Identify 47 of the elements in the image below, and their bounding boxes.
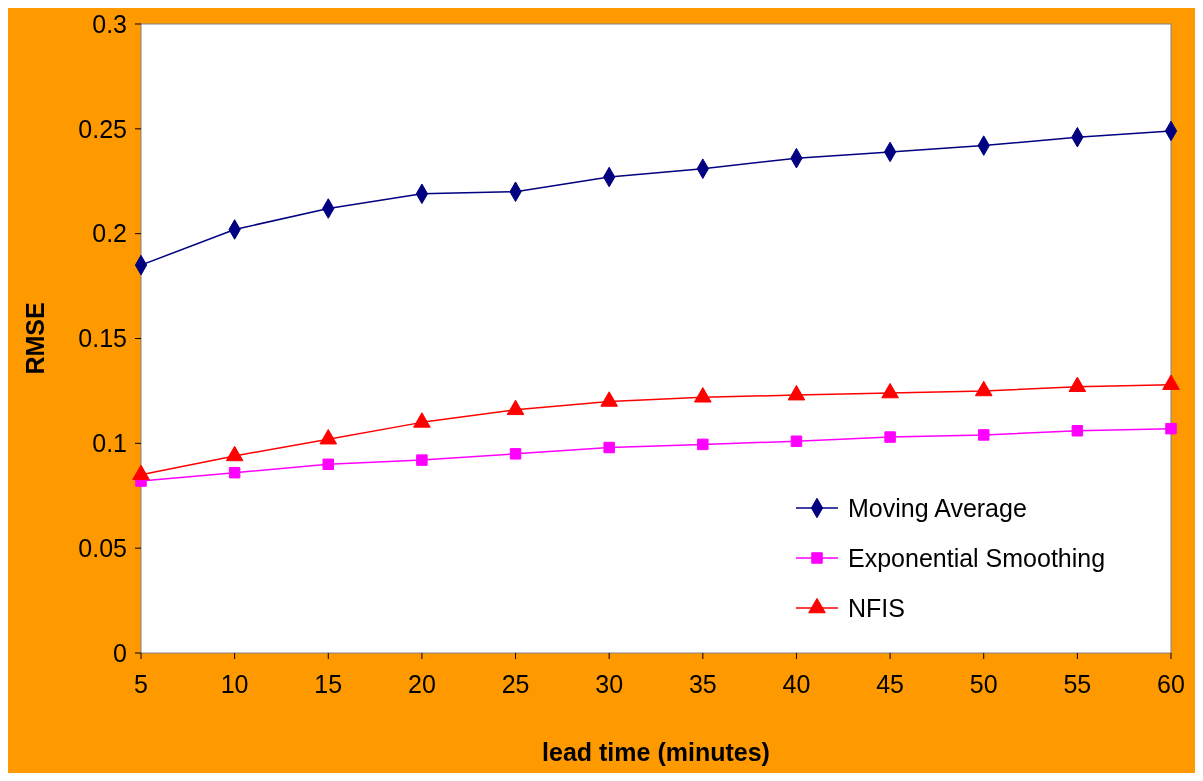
x-tick-label: 60 (1157, 670, 1185, 698)
point (509, 448, 522, 460)
point (977, 429, 990, 441)
point (790, 435, 803, 447)
point (603, 441, 615, 454)
x-tick-label: 30 (595, 670, 624, 698)
point (697, 438, 709, 451)
point (1068, 376, 1087, 393)
point (319, 429, 338, 445)
y-tick-label: 0.2 (92, 219, 127, 248)
y-axis-title: RMSE (21, 302, 49, 375)
point (787, 385, 806, 401)
point (1165, 422, 1177, 435)
point (600, 391, 619, 407)
x-tick-label: 40 (782, 670, 811, 698)
legend-label: Exponential Smoothing (848, 543, 1106, 572)
x-tick-label: 55 (1063, 670, 1092, 698)
x-tick-label: 20 (408, 670, 436, 698)
point (322, 458, 335, 471)
point (881, 382, 899, 399)
point (974, 380, 993, 397)
point (225, 445, 244, 462)
x-tick-label: 45 (876, 670, 904, 698)
point (1071, 425, 1084, 437)
x-axis-title: lead time (minutes) (542, 738, 770, 766)
point (884, 431, 896, 443)
y-tick-label: 0.3 (92, 9, 127, 38)
point (693, 387, 712, 403)
y-tick-label: 0.05 (78, 533, 127, 562)
y-tick-label: 0.1 (92, 429, 127, 458)
y-tick-label: 0.25 (78, 114, 127, 143)
y-tick-label: 0.15 (78, 324, 127, 353)
x-tick-label: 15 (314, 670, 343, 698)
x-tick-label: 5 (134, 670, 148, 698)
point (132, 464, 150, 481)
legend-label: Moving Average (848, 493, 1027, 522)
x-tick-label: 35 (688, 670, 717, 698)
point (416, 454, 428, 466)
y-tick-label: 0 (113, 638, 127, 667)
point (1162, 374, 1180, 390)
point (413, 412, 431, 428)
x-tick-label: 25 (501, 670, 530, 698)
x-tick-label: 10 (220, 670, 249, 698)
point (228, 466, 241, 479)
x-tick-label: 50 (969, 670, 998, 698)
point (506, 399, 525, 416)
legend-label: NFIS (848, 593, 905, 622)
